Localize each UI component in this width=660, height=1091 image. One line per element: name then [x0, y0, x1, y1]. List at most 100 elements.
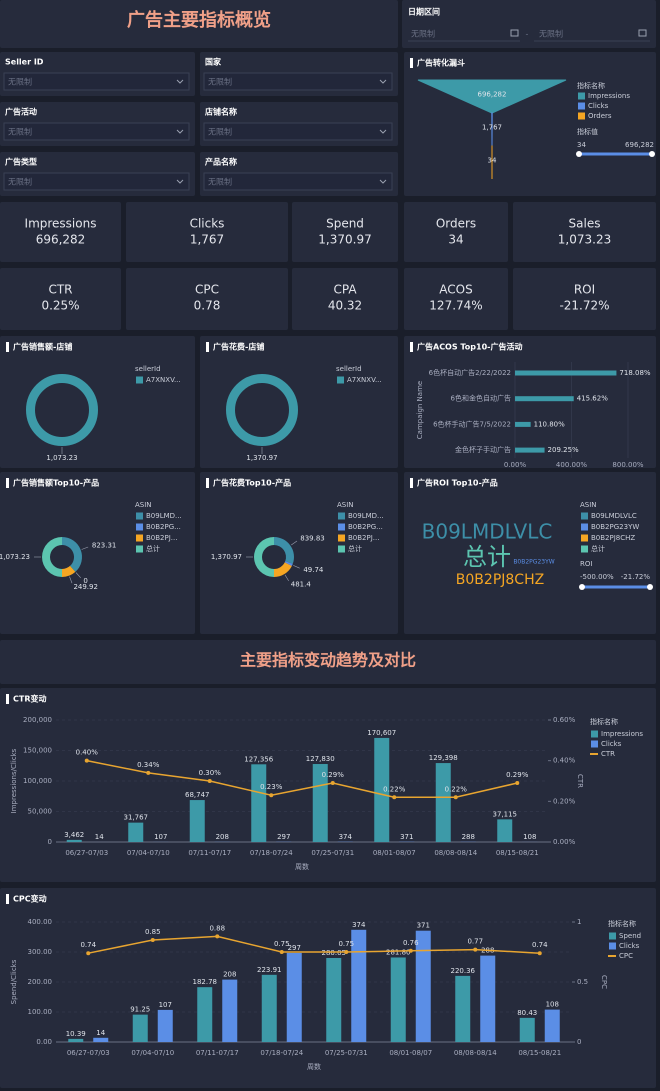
- data-label: 107: [159, 1001, 172, 1009]
- data-label: 37,115: [493, 810, 518, 818]
- legend-title: 指标名称: [577, 81, 605, 90]
- legend-title: sellerId: [135, 365, 161, 373]
- data-label: 823.31: [92, 542, 117, 550]
- kpi-label: Orders: [436, 217, 476, 231]
- data-label: 220.36: [451, 967, 476, 975]
- bar: [351, 929, 367, 1042]
- x-tick-label: 07/11-07/17: [196, 1049, 239, 1057]
- filter-select[interactable]: [3, 122, 190, 141]
- bar: [374, 737, 390, 842]
- range-handle[interactable]: [649, 151, 655, 157]
- panel: [513, 268, 656, 330]
- word: B0B2PJ8CHZ: [456, 572, 544, 588]
- panel-title: 广告花费Top10-产品: [213, 478, 291, 488]
- bar: [455, 975, 471, 1042]
- filter-select[interactable]: [203, 172, 393, 191]
- data-label: 0.77: [467, 938, 483, 946]
- data-label: 80.43: [517, 1009, 537, 1017]
- calendar-icon[interactable]: [638, 29, 647, 37]
- filter-value: 无限制: [8, 127, 32, 137]
- data-label: 14: [96, 1029, 105, 1037]
- filter-select[interactable]: [203, 122, 393, 141]
- y2-axis-title: CTR: [576, 774, 584, 788]
- bar: [93, 1037, 109, 1042]
- donut-slice: [274, 562, 292, 577]
- legend-swatch: [578, 112, 585, 120]
- donut-slice: [274, 537, 294, 564]
- filter-select[interactable]: [3, 172, 190, 191]
- data-label: 208: [216, 833, 229, 841]
- data-label: 107: [154, 833, 167, 841]
- filter-select[interactable]: [203, 72, 393, 91]
- legend-swatch: [338, 512, 345, 520]
- data-label: 129,398: [429, 754, 458, 762]
- kpi-label: ACOS: [439, 283, 472, 297]
- kpi-label: Impressions: [25, 217, 97, 231]
- range-handle[interactable]: [576, 151, 582, 157]
- legend-swatch: [136, 512, 143, 520]
- chevron: [379, 79, 387, 84]
- legend-swatch: [581, 534, 588, 542]
- data-label: 0.29%: [322, 771, 345, 779]
- range-max: 696,282: [625, 141, 654, 149]
- section-title: 主要指标变动趋势及对比: [240, 651, 416, 670]
- bar: [515, 421, 531, 427]
- range-handle[interactable]: [579, 584, 585, 590]
- panel-title: 广告销售额Top10-产品: [13, 478, 99, 488]
- kpi-value: 0.78: [194, 299, 221, 313]
- filter-select[interactable]: [3, 72, 190, 91]
- date-start[interactable]: 无限制: [411, 29, 435, 39]
- calendar-icon[interactable]: [510, 29, 519, 37]
- bar: [415, 930, 431, 1042]
- y2-tick-label: 0.5: [577, 978, 588, 986]
- legend-label: 总计: [591, 544, 605, 553]
- legend-label: B0B2PG...: [348, 523, 383, 531]
- chevron: [176, 179, 184, 184]
- range-handle[interactable]: [647, 584, 653, 590]
- date-separator: -: [526, 30, 529, 39]
- data-label: 127,830: [306, 755, 335, 763]
- x-axis-title: 周数: [295, 862, 309, 871]
- data-label: 0.75: [338, 940, 354, 948]
- panel: [513, 202, 656, 262]
- data-label: 1,073.23: [0, 553, 30, 561]
- x-tick-label: 07/04-07/10: [131, 1049, 174, 1057]
- data-label: 10.39: [66, 1030, 86, 1038]
- filter-label: 产品名称: [205, 157, 237, 167]
- data-label: 288: [462, 833, 475, 841]
- filter-value: 无限制: [208, 177, 232, 187]
- data-label: 0.34%: [137, 761, 160, 769]
- line-point: [453, 795, 458, 800]
- x-tick-label: 08/08-08/14: [454, 1049, 497, 1057]
- panel: [404, 202, 508, 262]
- legend-label: Impressions: [588, 92, 630, 100]
- data-label: 297: [277, 833, 290, 841]
- y-axis-title: Spend/Clicks: [10, 959, 18, 1004]
- title-marker: [410, 58, 413, 68]
- legend-label: 总计: [146, 544, 160, 553]
- data-label: 1,370.97: [246, 454, 277, 462]
- donut-slice: [284, 561, 293, 567]
- line: [86, 759, 518, 799]
- line-point: [215, 934, 220, 939]
- dashboard-title: 广告主要指标概览: [127, 9, 271, 31]
- legend-swatch: [338, 545, 345, 553]
- word: 总计: [463, 543, 511, 571]
- date-end[interactable]: 无限制: [539, 29, 563, 39]
- bar: [132, 1014, 148, 1042]
- panel: [0, 640, 656, 684]
- x-tick-label: 08/01-08/07: [389, 1049, 432, 1057]
- data-label: 371: [400, 833, 413, 841]
- legend-title: 指标名称: [590, 717, 618, 726]
- leader-line: [291, 540, 298, 546]
- range-min: 34: [577, 141, 586, 149]
- donut-slice: [62, 537, 83, 572]
- data-label: 110.80%: [534, 420, 565, 428]
- panel: [126, 202, 288, 262]
- data-label: 0.75: [274, 940, 290, 948]
- bar: [68, 1038, 84, 1042]
- y2-tick-label: 0.20%: [553, 797, 576, 805]
- title-marker: [410, 478, 413, 488]
- data-label: 182.78: [193, 978, 218, 986]
